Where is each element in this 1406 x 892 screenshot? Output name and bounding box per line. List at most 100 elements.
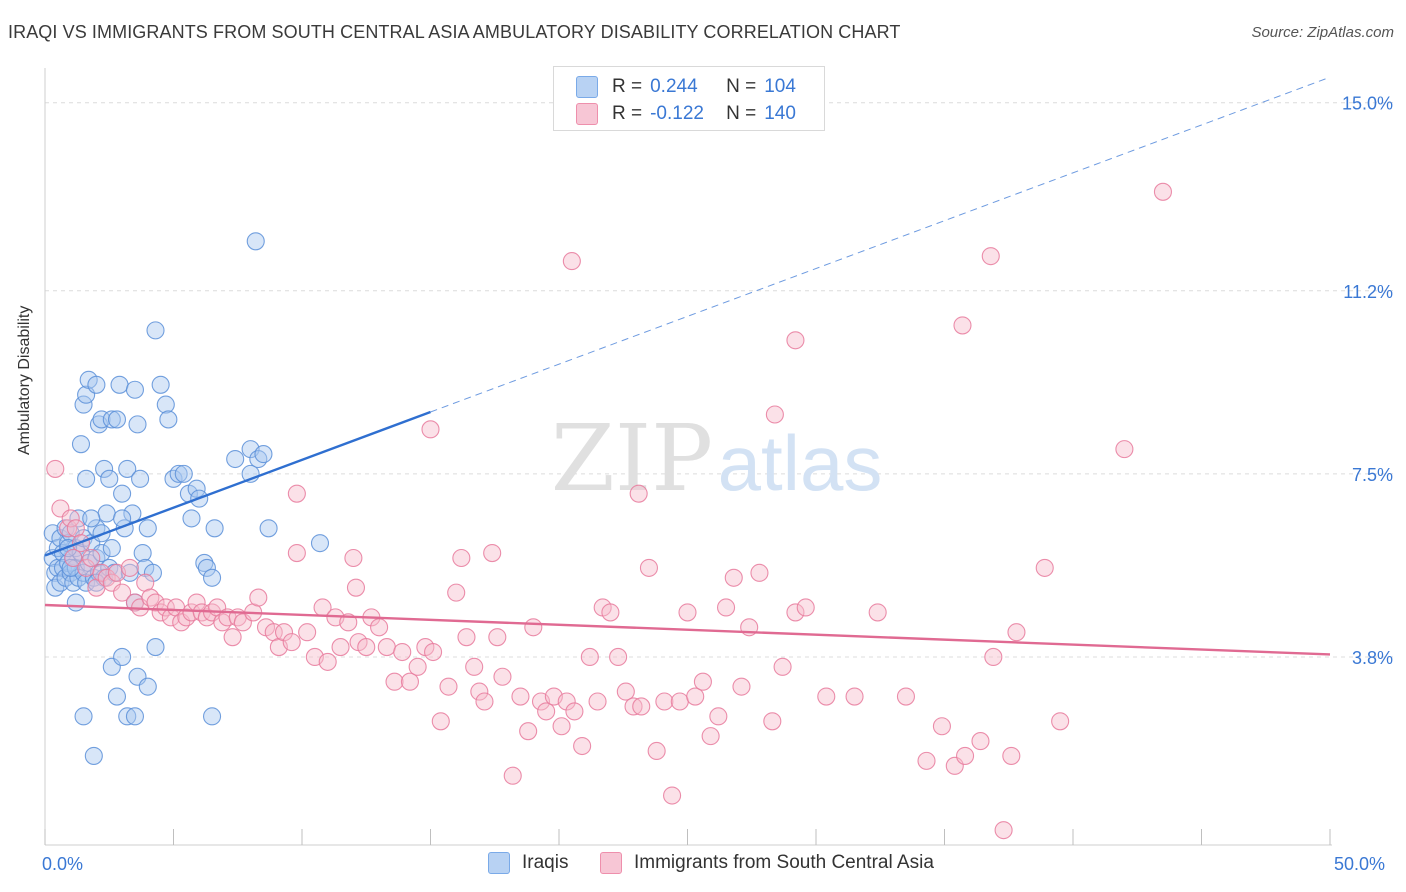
sca-point (750, 563, 769, 582)
y-tick-label: 11.2% (1343, 282, 1393, 302)
sca-point (724, 568, 743, 587)
iraqi-point (174, 464, 193, 483)
trend-line-iraqis-extended (430, 76, 1331, 413)
sca-point (624, 697, 643, 716)
iraqi-point (118, 459, 137, 478)
sca-point (282, 633, 301, 652)
sca-point (565, 702, 584, 721)
sca-point (493, 667, 512, 686)
iraqi-point (128, 415, 147, 434)
iraqi-point (74, 707, 93, 726)
iraqi-point (151, 375, 170, 394)
sca-point (385, 672, 404, 691)
y-tick-label: 15.0% (1342, 94, 1393, 114)
sca-point (120, 558, 139, 577)
iraqi-point (203, 568, 222, 587)
iraqi-point (143, 563, 162, 582)
legend-box: R = 0.244 N = 104 R = -0.122 N = 140 (553, 66, 825, 131)
legend-n-label: N = (726, 76, 757, 97)
iraqi-point (226, 449, 245, 469)
sca-point (46, 459, 65, 478)
sca-point (588, 692, 607, 711)
bottom-legend-iraqis: Iraqis (488, 852, 568, 874)
sca-point (732, 677, 751, 696)
sca-point (773, 657, 792, 676)
sca-point (562, 252, 581, 271)
x-tick-label-max: 50.0% (1334, 854, 1386, 874)
sca-point (439, 677, 458, 696)
iraqi-point (254, 445, 273, 464)
iraqi-point (249, 449, 268, 469)
sca-point (917, 751, 936, 770)
iraqi-point (205, 519, 224, 538)
sca-point (616, 682, 635, 701)
sca-point (393, 642, 412, 662)
sca-point (609, 647, 628, 667)
iraqi-point (107, 410, 127, 429)
sca-point (447, 583, 466, 602)
sca-point (663, 786, 682, 805)
sca-point (524, 618, 543, 637)
sca-point (408, 657, 427, 676)
sca-point (994, 821, 1013, 840)
iraqi-point (195, 553, 214, 572)
bottom-legend-swatch-sca (600, 852, 622, 874)
sca-point (981, 247, 1000, 266)
iraqi-point (97, 504, 116, 523)
sca-point (632, 697, 651, 716)
iraqi-point (259, 519, 278, 538)
iraqi-point (110, 375, 129, 394)
legend-n-value-sca: 140 (764, 103, 796, 124)
iraqi-point (100, 469, 119, 488)
legend-r-label: R = (612, 76, 643, 97)
chart-source: Source: ZipAtlas.com (1251, 24, 1394, 41)
sca-point (519, 722, 538, 741)
sca-point (470, 682, 489, 701)
sca-point (896, 687, 916, 706)
sca-point (370, 618, 389, 637)
sca-point (400, 672, 419, 691)
legend-n-value-iraqis: 104 (764, 76, 796, 97)
sca-point (817, 687, 836, 706)
iraqi-point (138, 677, 157, 696)
sca-point (956, 746, 975, 765)
iraqi-point (246, 232, 265, 251)
chart-title: IRAQI VS IMMIGRANTS FROM SOUTH CENTRAL A… (8, 22, 901, 42)
sca-point (287, 484, 306, 503)
sca-point (716, 598, 736, 617)
sca-point (97, 568, 116, 587)
iraqi-point (125, 707, 144, 726)
iraqi-point (203, 707, 222, 726)
sca-point (421, 420, 440, 439)
sca-point (64, 548, 83, 568)
sca-point (557, 692, 576, 711)
sca-point (693, 672, 712, 691)
sca-point (223, 628, 242, 647)
iraqi-point (131, 469, 150, 488)
iraqi-point (156, 395, 175, 414)
sca-point (573, 736, 592, 756)
sca-point (274, 623, 294, 642)
legend-swatch-sca (576, 103, 598, 125)
sca-point (786, 331, 805, 350)
iraqi-point (146, 638, 165, 657)
sca-point (1035, 558, 1054, 577)
watermark-atlas: atlas (718, 419, 883, 507)
iraqi-point (107, 687, 127, 706)
sca-point (655, 692, 674, 711)
iraqi-point (113, 647, 132, 667)
sca-point (82, 548, 101, 568)
sca-point (483, 543, 502, 563)
sca-point (537, 702, 556, 721)
sca-point (1002, 746, 1021, 765)
sca-point (763, 712, 782, 731)
iraqi-point (125, 380, 144, 399)
iraqi-point (87, 375, 106, 394)
sca-point (629, 484, 648, 503)
iraqi-point (182, 509, 201, 528)
sca-point (845, 687, 864, 706)
sca-point (639, 558, 659, 577)
legend-n-label: N = (726, 103, 757, 124)
sca-point (344, 548, 363, 568)
sca-point (601, 603, 620, 622)
